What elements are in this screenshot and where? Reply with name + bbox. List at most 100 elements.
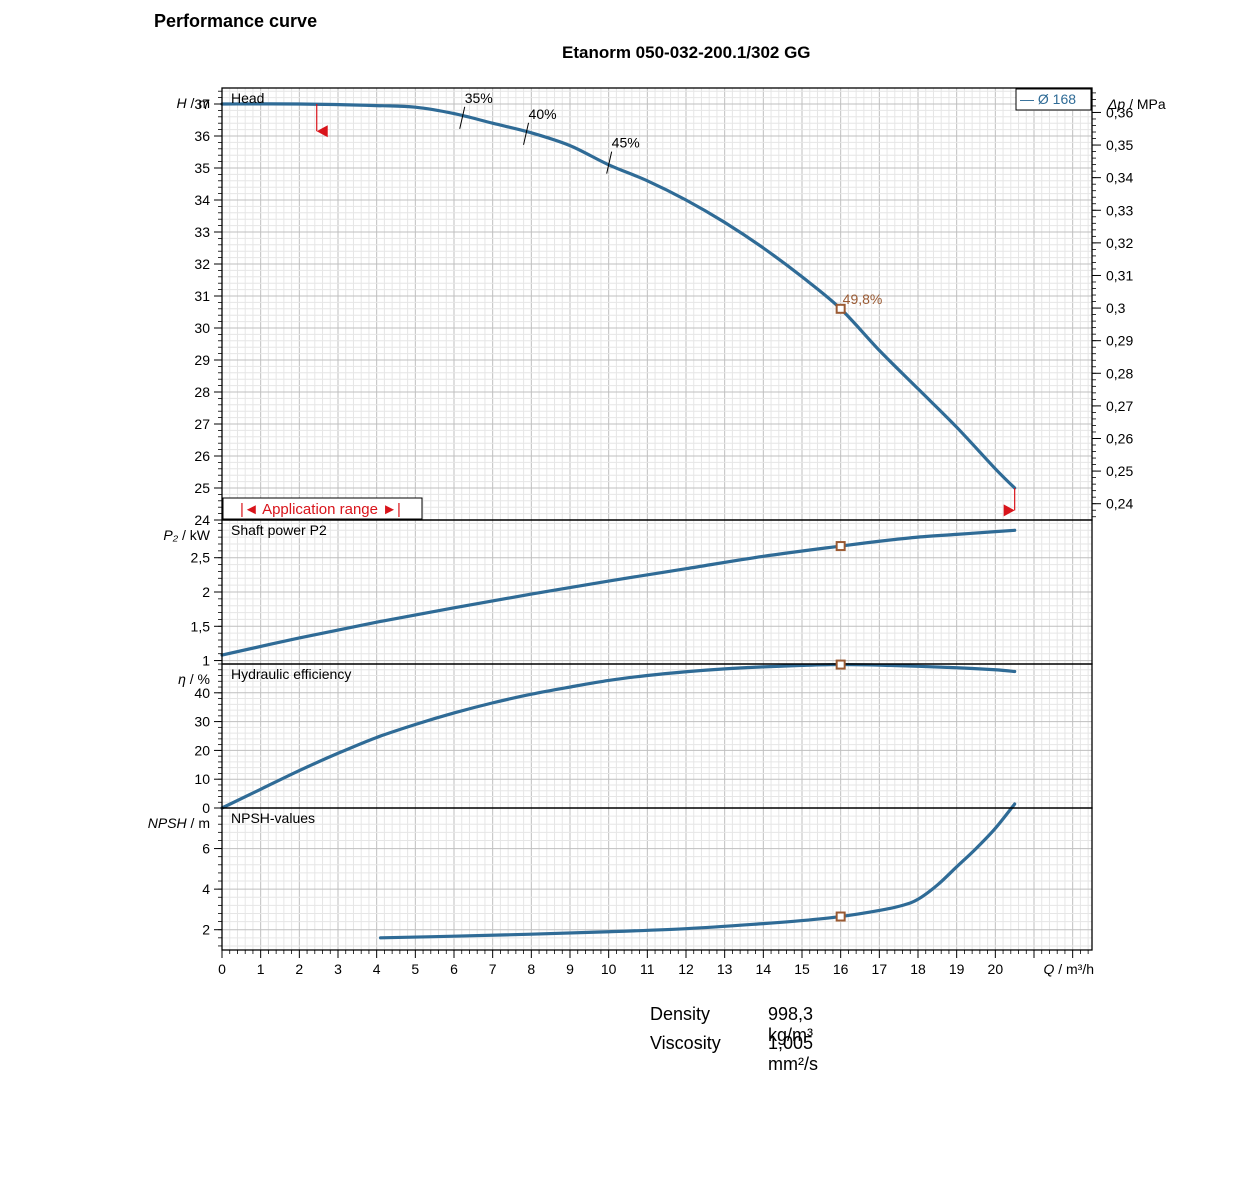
application-range-box bbox=[222, 497, 423, 520]
y-tick-label: 40 bbox=[194, 685, 210, 701]
y-tick-label: 33 bbox=[194, 224, 210, 240]
x-tick-label: 10 bbox=[601, 961, 617, 977]
curve-layer bbox=[220, 102, 1017, 940]
y-axis-label-efficiency: η / % bbox=[178, 671, 210, 687]
curve-efficiency bbox=[220, 662, 1017, 810]
y-tick-label: 4 bbox=[202, 881, 210, 897]
efficiency-mark-label: 45% bbox=[612, 135, 640, 151]
y-tick-label: 10 bbox=[194, 771, 210, 787]
efficiency-mark-tick bbox=[606, 151, 613, 174]
x-tick-label: 18 bbox=[910, 961, 926, 977]
y-tick-label: 30 bbox=[194, 714, 210, 730]
x-tick-label: 5 bbox=[411, 961, 419, 977]
y-tick-label: 27 bbox=[194, 416, 210, 432]
y-tick-label: 2,5 bbox=[191, 550, 211, 566]
efficiency-mark-tick bbox=[459, 106, 466, 129]
viscosity-label: Viscosity bbox=[650, 1033, 721, 1053]
y-tick-label: 2 bbox=[202, 584, 210, 600]
x-tick-label: 9 bbox=[566, 961, 574, 977]
efficiency-mark-label: 35% bbox=[465, 90, 493, 106]
operating-point-marker bbox=[835, 541, 846, 552]
y-tick-label: 28 bbox=[194, 384, 210, 400]
page-title: Performance curve bbox=[154, 11, 318, 31]
y-right-tick-label: 0,33 bbox=[1106, 202, 1133, 218]
operating-point-marker bbox=[835, 303, 846, 314]
y-axis-label-power: P₂ / kW bbox=[163, 527, 210, 543]
axis-layer bbox=[214, 87, 1101, 958]
x-tick-label: 20 bbox=[988, 961, 1004, 977]
y-tick-label: 24 bbox=[194, 512, 210, 528]
efficiency-mark-tick bbox=[523, 122, 530, 145]
grid-layer bbox=[221, 88, 1092, 950]
legend-entry: — Ø 168 bbox=[1020, 91, 1076, 107]
y-tick-label: 25 bbox=[194, 480, 210, 496]
y-right-tick-label: 0,31 bbox=[1106, 267, 1133, 283]
panel-title-npsh: NPSH-values bbox=[231, 810, 315, 826]
panel-frame-efficiency bbox=[221, 663, 1093, 809]
x-tick-label: 17 bbox=[872, 961, 888, 977]
y-right-tick-label: 0,36 bbox=[1106, 104, 1133, 120]
x-tick-label: 16 bbox=[833, 961, 849, 977]
y-tick-label: 26 bbox=[194, 448, 210, 464]
y-tick-label: 36 bbox=[194, 128, 210, 144]
y-tick-label: 2 bbox=[202, 922, 210, 938]
x-tick-label: 7 bbox=[489, 961, 497, 977]
x-tick-label: 6 bbox=[450, 961, 458, 977]
x-tick-label: 8 bbox=[527, 961, 535, 977]
application-range-label: |◄ Application range ►| bbox=[240, 501, 401, 518]
y-tick-label: 20 bbox=[194, 742, 210, 758]
x-tick-label: 13 bbox=[717, 961, 733, 977]
y-right-tick-label: 0,34 bbox=[1106, 170, 1133, 186]
density-value: 998,3 kg/m³ bbox=[768, 1004, 814, 1045]
y-tick-label: 30 bbox=[194, 320, 210, 336]
y-tick-label: 1 bbox=[202, 653, 210, 669]
application-range-min-arrow bbox=[316, 125, 328, 138]
application-range-max-arrow bbox=[1003, 504, 1015, 517]
y-tick-label: 29 bbox=[194, 352, 210, 368]
y-right-tick-label: 0,35 bbox=[1106, 137, 1133, 153]
curve-npsh bbox=[378, 802, 1017, 940]
x-axis-label: Q / m³/h bbox=[1043, 961, 1094, 977]
y-right-tick-label: 0,29 bbox=[1106, 333, 1133, 349]
panel-frame-npsh bbox=[221, 807, 1093, 951]
panel-title-power: Shaft power P2 bbox=[231, 522, 327, 538]
y-right-tick-label: 0,27 bbox=[1106, 398, 1133, 414]
curve-power bbox=[220, 528, 1017, 657]
x-tick-label: 1 bbox=[257, 961, 265, 977]
efficiency-mark-label: 40% bbox=[529, 106, 557, 122]
x-tick-label: 15 bbox=[794, 961, 810, 977]
viscosity-value: 1,005 mm²/s bbox=[768, 1033, 818, 1074]
panel-frame-head bbox=[221, 87, 1093, 521]
curve-head bbox=[220, 102, 1017, 490]
y-tick-label: 37 bbox=[194, 96, 210, 112]
y-right-tick-label: 0,25 bbox=[1106, 463, 1133, 479]
density-label: Density bbox=[650, 1004, 711, 1024]
x-tick-label: 19 bbox=[949, 961, 965, 977]
pump-model-title: Etanorm 050-032-200.1/302 GG bbox=[562, 43, 811, 62]
panel-title-head: Head bbox=[231, 90, 264, 106]
y-tick-label: 0 bbox=[202, 800, 210, 816]
x-tick-label: 0 bbox=[218, 961, 226, 977]
x-tick-label: 12 bbox=[678, 961, 694, 977]
y-tick-label: 31 bbox=[194, 288, 210, 304]
y-tick-label: 6 bbox=[202, 841, 210, 857]
operating-point-label: 49,8% bbox=[843, 291, 883, 307]
y-axis-label-head: H / m bbox=[177, 95, 210, 111]
y-right-axis-label: Δp / MPa bbox=[1107, 96, 1166, 112]
x-tick-label: 11 bbox=[640, 961, 655, 977]
y-tick-label: 35 bbox=[194, 160, 210, 176]
y-right-tick-label: 0,28 bbox=[1106, 365, 1133, 381]
x-tick-label: 4 bbox=[373, 961, 381, 977]
y-right-tick-label: 0,24 bbox=[1106, 496, 1133, 512]
x-tick-label: 2 bbox=[295, 961, 303, 977]
y-right-tick-label: 0,32 bbox=[1106, 235, 1133, 251]
x-tick-label: 3 bbox=[334, 961, 342, 977]
y-right-tick-label: 0,3 bbox=[1106, 300, 1126, 316]
y-tick-label: 32 bbox=[194, 256, 210, 272]
y-axis-label-npsh: NPSH / m bbox=[148, 815, 210, 831]
panel-title-efficiency: Hydraulic efficiency bbox=[231, 666, 351, 682]
y-right-tick-label: 0,26 bbox=[1106, 430, 1133, 446]
y-tick-label: 34 bbox=[194, 192, 210, 208]
